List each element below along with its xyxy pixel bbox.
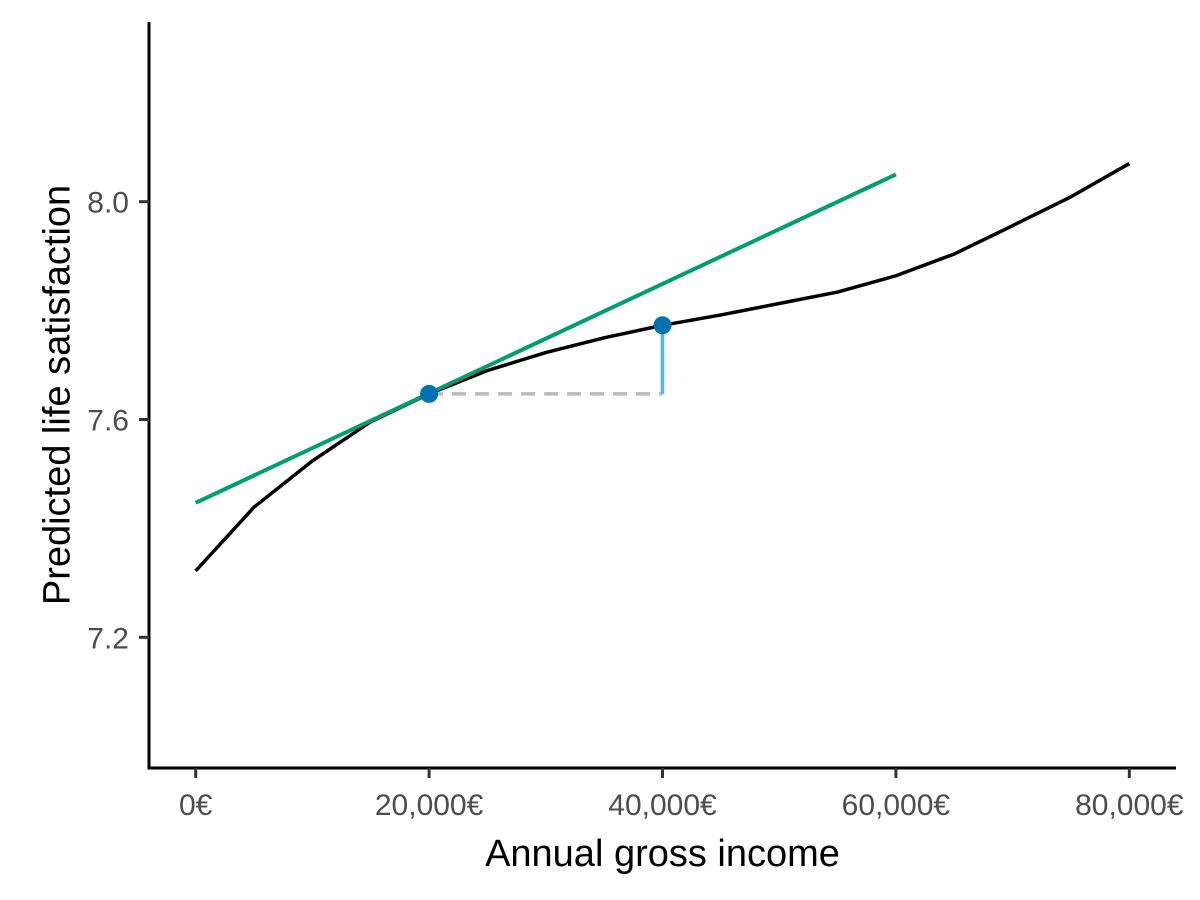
x-axis-ticks: 0€ 20,000€ 40,000€ 60,000€ 80,000€ — [179, 768, 1184, 822]
x-tick-label: 20,000€ — [375, 789, 484, 822]
data-point-2 — [653, 316, 672, 335]
y-tick-label: 8.0 — [87, 187, 129, 220]
y-axis-title: Predicted life satisfaction — [36, 185, 78, 605]
y-axis-ticks: 7.2 7.6 8.0 — [87, 187, 149, 655]
plot-area — [194, 162, 1131, 573]
axes: 0€ 20,000€ 40,000€ 60,000€ 80,000€ 7.2 7.6 8.0 — [87, 22, 1184, 822]
x-tick-label: 60,000€ — [842, 789, 951, 822]
x-tick-label: 80,000€ — [1075, 789, 1184, 822]
x-tick-label: 0€ — [179, 789, 213, 822]
tangent-line — [194, 172, 897, 505]
x-axis-title: Annual gross income — [485, 833, 840, 875]
y-tick-label: 7.2 — [87, 622, 129, 655]
data-point-1 — [420, 384, 439, 403]
y-tick-label: 7.6 — [87, 405, 129, 438]
x-tick-label: 40,000€ — [608, 789, 717, 822]
